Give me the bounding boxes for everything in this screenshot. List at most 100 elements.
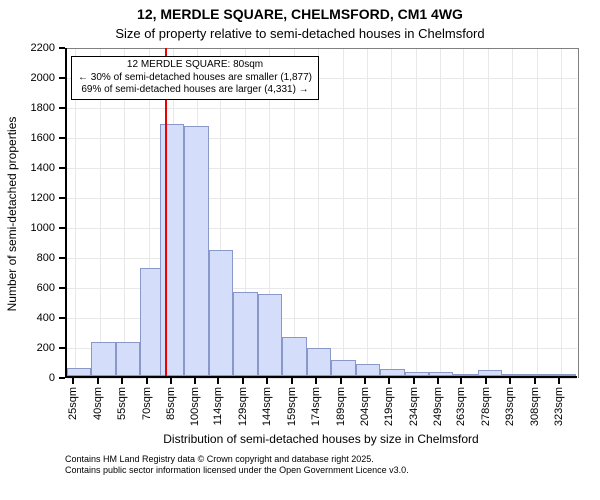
y-tick-label: 1000 (0, 222, 55, 234)
x-tick-label: 308sqm (529, 387, 541, 437)
y-tick-label: 1600 (0, 132, 55, 144)
x-tick-mark (217, 378, 219, 384)
x-tick-label: 174sqm (310, 387, 322, 437)
gridline-vertical (561, 48, 562, 376)
x-tick-mark (170, 378, 172, 384)
histogram-bar (331, 360, 355, 376)
x-tick-mark (460, 378, 462, 384)
x-tick-label: 100sqm (189, 387, 201, 437)
y-tick-mark (59, 257, 65, 259)
y-tick-mark (59, 347, 65, 349)
y-tick-label: 1400 (0, 162, 55, 174)
y-tick-label: 600 (0, 282, 55, 294)
y-tick-mark (59, 287, 65, 289)
histogram-bar (551, 374, 575, 376)
x-tick-label: 249sqm (432, 387, 444, 437)
x-tick-label: 219sqm (383, 387, 395, 437)
histogram-bar (527, 374, 551, 376)
histogram-bar (307, 348, 331, 376)
y-tick-mark (59, 47, 65, 49)
x-tick-mark (266, 378, 268, 384)
histogram-bar (478, 370, 502, 376)
y-tick-mark (59, 317, 65, 319)
y-tick-mark (59, 227, 65, 229)
x-tick-mark (485, 378, 487, 384)
x-tick-label: 293sqm (504, 387, 516, 437)
x-tick-label: 129sqm (237, 387, 249, 437)
x-tick-label: 323sqm (553, 387, 565, 437)
y-tick-label: 400 (0, 312, 55, 324)
gridline-horizontal (67, 378, 577, 379)
footer-line-1: Contains HM Land Registry data © Crown c… (65, 454, 409, 465)
histogram-bar (160, 124, 184, 376)
y-tick-mark (59, 197, 65, 199)
x-tick-mark (97, 378, 99, 384)
gridline-vertical (537, 48, 538, 376)
x-tick-mark (121, 378, 123, 384)
gridline-vertical (343, 48, 344, 376)
chart-title-main: 12, MERDLE SQUARE, CHELMSFORD, CM1 4WG (0, 6, 600, 22)
gridline-vertical (463, 48, 464, 376)
x-tick-mark (388, 378, 390, 384)
annotation-line-3: 69% of semi-detached houses are larger (… (78, 84, 312, 97)
y-tick-label: 800 (0, 252, 55, 264)
chart-title-sub: Size of property relative to semi-detach… (0, 26, 600, 41)
gridline-horizontal (67, 258, 577, 259)
y-tick-mark (59, 377, 65, 379)
x-tick-label: 189sqm (335, 387, 347, 437)
histogram-bar (184, 126, 208, 376)
y-tick-label: 0 (0, 372, 55, 384)
chart-container: { "title": { "main": "12, MERDLE SQUARE,… (0, 0, 600, 500)
histogram-bar (233, 292, 257, 376)
y-tick-label: 2000 (0, 72, 55, 84)
histogram-bar (258, 294, 282, 377)
x-tick-label: 234sqm (408, 387, 420, 437)
x-tick-label: 55sqm (116, 387, 128, 437)
x-tick-label: 278sqm (480, 387, 492, 437)
x-tick-mark (72, 378, 74, 384)
histogram-bar (209, 250, 233, 376)
annotation-line-2: ← 30% of semi-detached houses are smalle… (78, 72, 312, 85)
gridline-vertical (367, 48, 368, 376)
x-tick-label: 114sqm (212, 387, 224, 437)
y-tick-mark (59, 107, 65, 109)
y-tick-mark (59, 137, 65, 139)
x-tick-label: 70sqm (141, 387, 153, 437)
histogram-bar (116, 342, 140, 377)
x-tick-label: 204sqm (359, 387, 371, 437)
x-tick-mark (364, 378, 366, 384)
x-tick-mark (315, 378, 317, 384)
x-tick-mark (509, 378, 511, 384)
y-tick-mark (59, 167, 65, 169)
plot-area: 12 MERDLE SQUARE: 80sqm← 30% of semi-det… (65, 48, 577, 378)
histogram-bar (282, 337, 306, 376)
histogram-bar (453, 374, 477, 376)
x-tick-label: 40sqm (92, 387, 104, 437)
x-tick-mark (146, 378, 148, 384)
x-tick-label: 159sqm (286, 387, 298, 437)
gridline-vertical (488, 48, 489, 376)
x-tick-label: 85sqm (165, 387, 177, 437)
x-tick-mark (194, 378, 196, 384)
gridline-horizontal (67, 48, 577, 49)
gridline-horizontal (67, 198, 577, 199)
annotation-line-1: 12 MERDLE SQUARE: 80sqm (78, 59, 312, 72)
x-tick-label: 25sqm (67, 387, 79, 437)
histogram-bar (429, 372, 453, 377)
x-tick-mark (340, 378, 342, 384)
attribution-footer: Contains HM Land Registry data © Crown c… (65, 454, 409, 477)
histogram-bar (91, 342, 115, 376)
x-tick-mark (437, 378, 439, 384)
x-tick-mark (534, 378, 536, 384)
x-tick-mark (413, 378, 415, 384)
x-tick-mark (291, 378, 293, 384)
annotation-box: 12 MERDLE SQUARE: 80sqm← 30% of semi-det… (71, 56, 319, 100)
footer-line-2: Contains public sector information licen… (65, 465, 409, 476)
x-tick-label: 144sqm (261, 387, 273, 437)
histogram-bar (380, 369, 404, 376)
gridline-horizontal (67, 168, 577, 169)
y-tick-label: 1800 (0, 102, 55, 114)
y-tick-label: 1200 (0, 192, 55, 204)
histogram-bar (502, 374, 526, 376)
gridline-horizontal (67, 138, 577, 139)
